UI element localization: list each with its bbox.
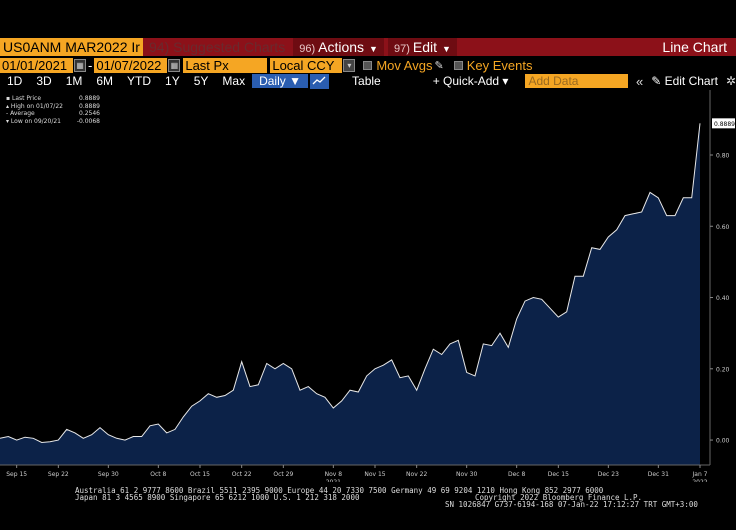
chart-type-title: Line Chart	[662, 39, 727, 55]
calendar-icon[interactable]: ▦	[74, 58, 86, 72]
chevron-down-icon: ▼	[441, 44, 451, 54]
range-max-button[interactable]: Max	[222, 74, 246, 88]
edit-chart-label: Edit Chart	[664, 74, 718, 88]
x-year-label: 2021	[326, 479, 341, 482]
y-tick-label: 0.20	[716, 366, 730, 373]
price-chart[interactable]: 0.000.200.400.600.800.8889 Sep 15 Sep 22 S…	[0, 90, 736, 482]
x-tick-label: Oct 22	[232, 471, 252, 478]
y-tick-label: 0.00	[716, 438, 730, 445]
frequency-select[interactable]: Daily ▼	[252, 74, 308, 88]
quick-add-button[interactable]: + Quick-Add ▾	[432, 74, 509, 88]
footer: Australia 61 2 9777 8600 Brazil 5511 239…	[0, 487, 736, 509]
x-tick-label: Sep 22	[48, 471, 69, 478]
range-ytd-button[interactable]: YTD	[127, 74, 152, 88]
edit-label: Edit	[412, 39, 437, 55]
legend-average-value: 0.2546	[79, 110, 100, 117]
x-tick-label: Dec 15	[548, 471, 569, 478]
key-events-label: Key Events	[466, 57, 533, 73]
range-6m-button[interactable]: 6M	[96, 74, 114, 88]
line-chart-icon[interactable]	[309, 73, 330, 89]
edit-chart-button[interactable]: ✎ Edit Chart	[651, 74, 718, 88]
ticker-field[interactable]: US0ANM MAR2022 Ir	[0, 38, 143, 56]
actions-shortcut: 96)	[299, 43, 316, 55]
x-tick-label: Dec 8	[508, 471, 526, 478]
end-date-field[interactable]: 01/07/2022	[94, 57, 168, 73]
legend-average-label: - Average	[6, 110, 35, 117]
x-tick-label: Nov 8	[325, 471, 343, 478]
y-axis: 0.00 0.20 0.40 0.60 0.80 0.8889	[709, 90, 735, 465]
x-tick-label: Oct 8	[150, 471, 166, 478]
range-3d-button[interactable]: 3D	[36, 74, 52, 88]
x-tick-label: Oct 29	[273, 471, 293, 478]
quick-add-label: Quick-Add	[443, 74, 500, 88]
gear-icon[interactable]: ✲	[725, 74, 736, 88]
suggested-charts-button[interactable]: 94) Suggested Charts	[149, 39, 286, 55]
legend-high-label: ▴ High on 01/07/22	[6, 102, 63, 110]
title-bar: US0ANM MAR2022 Ir 94) Suggested Charts 9…	[0, 38, 736, 56]
legend-high-value: 0.8889	[79, 102, 100, 110]
x-tick-label: Nov 30	[456, 471, 477, 478]
start-date-field[interactable]: 01/01/2021	[0, 57, 73, 73]
chevron-down-icon: ▼	[369, 44, 378, 54]
pencil-icon[interactable]: ✎	[434, 59, 444, 72]
mov-avgs-checkbox[interactable]	[363, 60, 373, 70]
key-events-checkbox[interactable]	[453, 60, 463, 70]
chart-legend: ▪ Last Price 0.8889 ▴ High on 01/07/22 0.8…	[6, 95, 100, 125]
table-button[interactable]: Table	[352, 74, 381, 88]
x-tick-label: Nov 22	[406, 471, 427, 478]
footer-contacts-line2: Japan 81 3 4565 8900 Singapore 65 6212 1…	[75, 493, 360, 502]
range-1m-button[interactable]: 1M	[65, 74, 83, 88]
x-tick-label: Dec 31	[648, 471, 669, 478]
x-tick-label: Dec 23	[598, 471, 619, 478]
range-5y-button[interactable]: 5Y	[193, 74, 209, 88]
last-value-label: 0.8889	[714, 121, 735, 128]
mov-avgs-label: Mov Avgs	[376, 57, 433, 73]
legend-last-price-value: 0.8889	[79, 95, 100, 102]
x-tick-label: Sep 15	[6, 471, 27, 478]
legend-last-price-label: ▪ Last Price	[6, 95, 42, 102]
frequency-label: Daily	[259, 74, 286, 88]
series-line	[0, 123, 701, 444]
area-fill	[0, 123, 700, 466]
y-tick-label: 0.60	[716, 224, 730, 231]
actions-menu-button[interactable]: 96) Actions ▼	[293, 38, 384, 56]
x-tick-label: Sep 30	[98, 471, 119, 478]
x-year-label: 2022	[692, 479, 707, 482]
date-separator: -	[88, 57, 93, 73]
chart-plot-area	[0, 123, 701, 466]
footer-contacts-line1: Australia 61 2 9777 8600 Brazil 5511 239…	[75, 486, 604, 495]
legend-low-value: -0.0068	[76, 117, 100, 125]
range-toolbar: 1D 3D 1M 6M YTD 1Y 5Y Max Daily ▼ Table …	[0, 73, 736, 89]
x-axis: Sep 15 Sep 22 Sep 30 Oct 8 Oct 15 Oct 22 Oct 2…	[0, 464, 710, 482]
edit-menu-button[interactable]: 97) Edit ▼	[387, 38, 457, 56]
footer-copyright: Copyright 2022 Bloomberg Finance L.P.	[475, 493, 643, 502]
calendar-icon[interactable]: ▦	[168, 58, 181, 72]
x-tick-label: Oct 15	[190, 471, 210, 478]
actions-label: Actions	[318, 39, 365, 55]
edit-shortcut: 97)	[393, 43, 410, 55]
chevron-down-icon[interactable]: ▾	[343, 58, 356, 72]
last-value-marker	[712, 118, 735, 129]
date-toolbar: 01/01/2021 ▦ - 01/07/2022 ▦ Last Px Loca…	[0, 57, 736, 73]
currency-select[interactable]: Local CCY	[270, 57, 343, 73]
legend-low-label: ▾ Low on 09/20/21	[6, 117, 61, 125]
footer-session-info: SN 1026847 G737-6194-168 07-Jan-22 17:12…	[445, 500, 698, 509]
range-1d-button[interactable]: 1D	[7, 74, 23, 88]
y-tick-label: 0.80	[716, 153, 730, 160]
collapse-icon[interactable]: «	[635, 73, 644, 89]
y-tick-label: 0.40	[716, 295, 730, 302]
add-data-input[interactable]: Add Data	[525, 74, 628, 88]
x-tick-label: Jan 7	[692, 471, 708, 478]
x-tick-label: Nov 15	[364, 471, 385, 478]
range-1y-button[interactable]: 1Y	[165, 74, 180, 88]
price-field-select[interactable]: Last Px	[183, 57, 268, 73]
